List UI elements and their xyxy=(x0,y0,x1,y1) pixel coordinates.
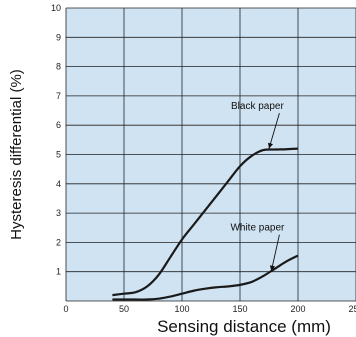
y-axis-title: Hysteresis differential (%) xyxy=(8,69,25,240)
y-tick-label-6: 6 xyxy=(56,120,61,130)
y-tick-label-4: 4 xyxy=(56,179,61,189)
x-tick-label-150: 150 xyxy=(232,304,247,314)
x-tick-label-100: 100 xyxy=(174,304,189,314)
grid xyxy=(65,7,356,302)
annotation-arrowhead-black-paper xyxy=(268,142,274,149)
series-line-white-paper xyxy=(112,254,299,301)
y-tick-label-2: 2 xyxy=(56,237,61,247)
y-tick-label-5: 5 xyxy=(56,150,61,160)
series-line-black-paper xyxy=(112,147,299,297)
annotation-arrowhead-white-paper xyxy=(269,265,276,272)
y-tick-label-3: 3 xyxy=(56,208,61,218)
y-tick-label-10: 10 xyxy=(51,3,61,13)
y-tick-label-8: 8 xyxy=(56,62,61,72)
x-tick-label-0: 0 xyxy=(63,304,68,314)
x-tick-label-200: 200 xyxy=(290,304,305,314)
y-tick-label-7: 7 xyxy=(56,91,61,101)
y-tick-label-9: 9 xyxy=(56,32,61,42)
annotation-label-black-paper: Black paper xyxy=(231,101,284,112)
annotation-pointer-white-paper xyxy=(270,234,280,272)
annotation-label-white-paper: White paper xyxy=(230,223,285,234)
annotation-pointer-black-paper xyxy=(268,112,280,149)
x-tick-label-250: 250 xyxy=(348,304,356,314)
x-tick-labels: 0 50 100 150 200 250 xyxy=(63,304,356,314)
series-group xyxy=(112,147,299,301)
annotations-group: Black paper White paper xyxy=(230,101,285,272)
x-axis-title: Sensing distance (mm) xyxy=(157,317,331,336)
y-tick-label-1: 1 xyxy=(56,267,61,277)
x-tick-label-50: 50 xyxy=(119,304,129,314)
y-tick-labels: 1 2 3 4 5 6 7 8 9 10 xyxy=(51,3,61,277)
